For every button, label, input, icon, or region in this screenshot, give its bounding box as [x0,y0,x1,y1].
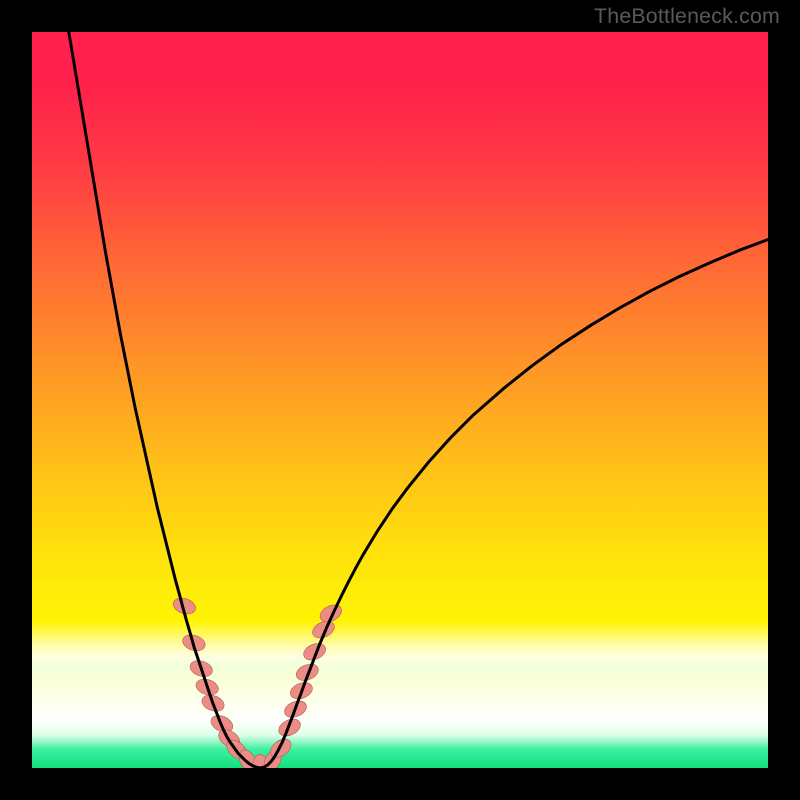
chart-container: TheBottleneck.com [0,0,800,800]
bottleneck-curve-chart [0,0,800,800]
plot-gradient-background [32,32,768,768]
